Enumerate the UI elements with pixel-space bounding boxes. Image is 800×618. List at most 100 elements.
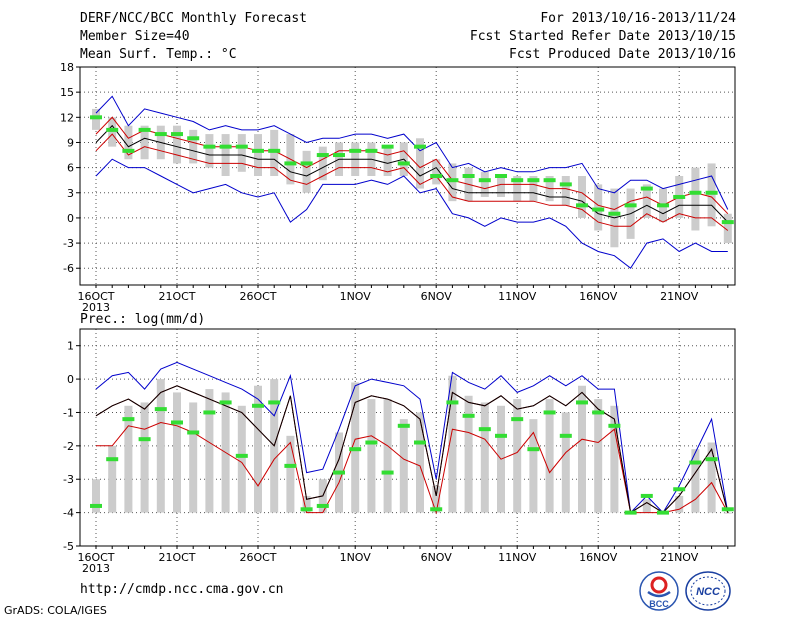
prec-ytick-label: -5	[63, 540, 74, 553]
temp-xtick-label: 16NOV	[579, 290, 618, 303]
temp-obs-marker	[349, 149, 361, 153]
prec-box-bar	[724, 513, 732, 514]
temp-obs-marker	[365, 149, 377, 153]
temp-ytick-label: 3	[67, 187, 74, 200]
prec-box-bar	[416, 412, 424, 512]
temp-box-bar	[691, 168, 699, 231]
prec-box-bar	[286, 436, 294, 513]
temp-obs-marker	[90, 115, 102, 119]
temp-obs-marker	[511, 178, 523, 182]
temp-box-bar	[92, 109, 100, 130]
prec-obs-marker	[301, 507, 313, 511]
temp-xtick-label: 26OCT	[239, 290, 276, 303]
temp-box-bar	[173, 126, 181, 164]
prec-box-bar	[189, 402, 197, 512]
prec-obs-marker	[171, 420, 183, 424]
temp-obs-marker	[203, 145, 215, 149]
prec-obs-marker	[252, 404, 264, 408]
prec-year-label: 2013	[82, 562, 110, 575]
temp-box-bar	[562, 176, 570, 205]
prec-obs-marker	[446, 400, 458, 404]
prec-xtick-label: 11NOV	[498, 551, 537, 564]
prec-obs-marker	[608, 424, 620, 428]
prec-ytick-label: -3	[63, 473, 74, 486]
prec-obs-marker	[90, 504, 102, 508]
temp-xtick-label: 6NOV	[421, 290, 453, 303]
prec-obs-marker	[398, 424, 410, 428]
prec-xtick-label: 16NOV	[579, 551, 618, 564]
prec-obs-marker	[527, 447, 539, 451]
prec-box-bar	[141, 402, 149, 512]
prec-obs-marker	[641, 494, 653, 498]
temp-ytick-label: 12	[60, 111, 74, 124]
prec-ytick-label: -1	[63, 406, 74, 419]
temp-obs-marker	[382, 145, 394, 149]
temp-ytick-label: 0	[67, 212, 74, 225]
prec-obs-marker	[187, 430, 199, 434]
prec-box-bar	[513, 399, 521, 513]
prec-box-bar	[124, 406, 132, 513]
prec-obs-marker	[155, 407, 167, 411]
temp-xtick-label: 21OCT	[158, 290, 195, 303]
temp-obs-marker	[171, 132, 183, 136]
temp-box-bar	[270, 130, 278, 176]
prec-xtick-label: 26OCT	[239, 551, 276, 564]
prec-obs-marker	[495, 434, 507, 438]
temp-box-bar	[594, 184, 602, 230]
temp-box-bar	[238, 134, 246, 172]
temp-obs-marker	[333, 153, 345, 157]
prec-box-bar	[481, 402, 489, 512]
prec-obs-marker	[657, 511, 669, 515]
prec-obs-marker	[625, 511, 637, 515]
temp-obs-marker	[155, 132, 167, 136]
temp-obs-marker	[463, 174, 475, 178]
temp-obs-marker	[284, 161, 296, 165]
prec-ylabel: Prec.: log(mm/d)	[80, 312, 205, 327]
prec-box-bar	[384, 399, 392, 513]
temp-obs-marker	[398, 161, 410, 165]
prec-obs-marker	[333, 471, 345, 475]
prec-obs-marker	[479, 427, 491, 431]
temp-obs-marker	[479, 178, 491, 182]
temp-ytick-label: 18	[60, 61, 74, 74]
temp-obs-marker	[106, 128, 118, 132]
temp-ytick-label: -6	[63, 262, 74, 275]
temp-obs-marker	[608, 212, 620, 216]
temp-obs-marker	[446, 178, 458, 182]
prec-obs-marker	[463, 414, 475, 418]
prec-box-bar	[400, 419, 408, 512]
prec-ytick-label: -2	[63, 440, 74, 453]
prec-box-bar	[562, 412, 570, 512]
temp-obs-marker	[544, 178, 556, 182]
temp-xtick-label: 11NOV	[498, 290, 537, 303]
ncc-logo-icon: NCC	[684, 570, 732, 612]
prec-obs-marker	[689, 461, 701, 465]
prec-obs-marker	[511, 417, 523, 421]
prec-obs-marker	[673, 487, 685, 491]
temp-obs-marker	[187, 136, 199, 140]
temp-ytick-label: 6	[67, 162, 74, 175]
prec-box-bar	[173, 392, 181, 512]
temp-obs-marker	[301, 161, 313, 165]
temp-ytick-label: 9	[67, 136, 74, 149]
prec-ytick-label: 0	[67, 373, 74, 386]
temp-obs-marker	[527, 178, 539, 182]
temp-box-bar	[448, 163, 456, 201]
prec-obs-marker	[706, 457, 718, 461]
prec-obs-marker	[203, 410, 215, 414]
source-url[interactable]: http://cmdp.ncc.cma.gov.cn	[80, 582, 284, 597]
temp-obs-marker	[236, 145, 248, 149]
svg-text:BCC: BCC	[649, 599, 669, 609]
prec-obs-marker	[139, 437, 151, 441]
temp-obs-marker	[317, 153, 329, 157]
prec-box-bar	[465, 396, 473, 513]
temp-box-bar	[708, 163, 716, 226]
svg-text:NCC: NCC	[696, 586, 721, 598]
prec-obs-marker	[592, 410, 604, 414]
temp-obs-marker	[122, 149, 134, 153]
prec-box-bar	[157, 379, 165, 513]
temp-obs-marker	[220, 145, 232, 149]
temp-xtick-label: 1NOV	[340, 290, 372, 303]
temp-box-bar	[497, 176, 505, 197]
prec-obs-marker	[544, 410, 556, 414]
